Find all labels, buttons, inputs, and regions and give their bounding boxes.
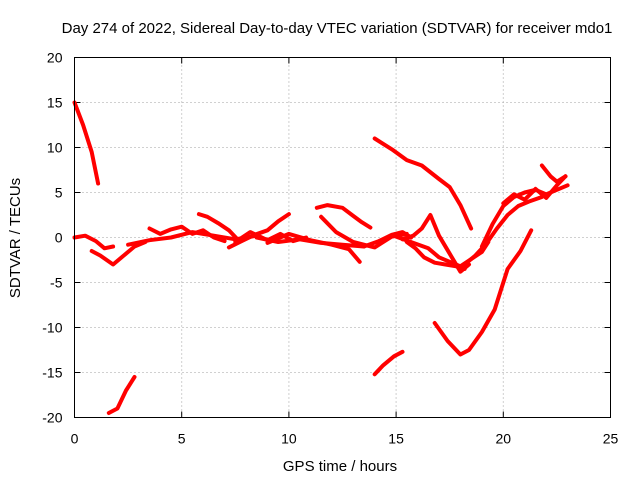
series-arc-20 bbox=[432, 228, 534, 357]
series-arc-11 bbox=[265, 231, 362, 264]
y-tick-label: 10 bbox=[47, 140, 63, 156]
chart-title: Day 274 of 2022, Sidereal Day-to-day VTE… bbox=[62, 20, 613, 37]
y-tick-label: -5 bbox=[50, 275, 63, 291]
series-arc-23 bbox=[501, 174, 568, 206]
series-arc-9 bbox=[226, 212, 291, 250]
series-arc-21 bbox=[462, 195, 544, 267]
series-arc-15 bbox=[372, 349, 405, 377]
series-arc-14 bbox=[361, 230, 414, 249]
y-tick-label: 0 bbox=[55, 230, 63, 246]
series-arc-7 bbox=[196, 212, 240, 242]
y-tick-label: -20 bbox=[42, 410, 62, 426]
series-arc-24 bbox=[539, 163, 568, 184]
y-tick-label: 20 bbox=[47, 50, 63, 66]
y-axis-label: SDTVAR / TECUs bbox=[7, 178, 24, 298]
series-arc-4 bbox=[89, 240, 148, 267]
series-arc-16 bbox=[372, 136, 474, 231]
y-tick-label: 5 bbox=[55, 185, 63, 201]
x-tick-label: 10 bbox=[281, 431, 297, 447]
x-tick-label: 25 bbox=[603, 431, 619, 447]
series-arc-6 bbox=[147, 224, 227, 244]
x-tick-label: 15 bbox=[388, 431, 404, 447]
y-tick-label: 15 bbox=[47, 95, 63, 111]
y-tick-label: -15 bbox=[42, 365, 62, 381]
x-tick-label: 0 bbox=[71, 431, 79, 447]
series-arc-3 bbox=[72, 233, 116, 251]
x-axis-label: GPS time / hours bbox=[283, 458, 397, 475]
plot-frame bbox=[74, 57, 611, 418]
x-tick-label: 20 bbox=[496, 431, 512, 447]
series-arc-12 bbox=[314, 203, 373, 230]
series-arc-1 bbox=[72, 100, 101, 186]
series-arc-2 bbox=[106, 375, 137, 415]
series-arc-19 bbox=[404, 240, 467, 271]
data-series bbox=[72, 100, 570, 415]
y-tick-label: -10 bbox=[42, 320, 62, 336]
x-tick-label: 5 bbox=[178, 431, 186, 447]
